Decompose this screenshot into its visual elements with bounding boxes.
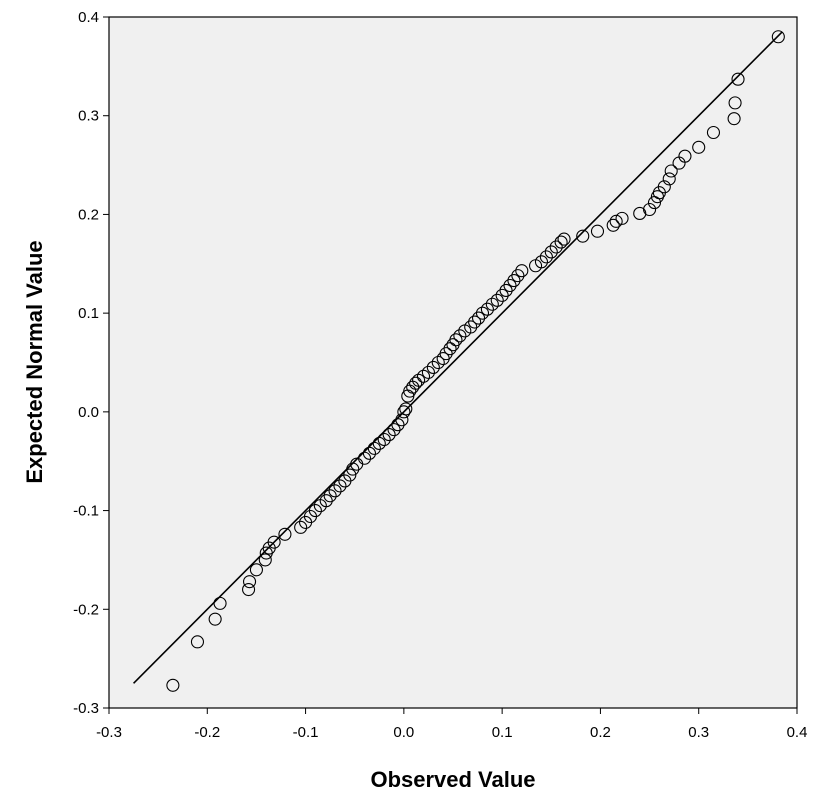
data-point-46 bbox=[439, 347, 453, 361]
y-tick-label: 0.1 bbox=[78, 305, 99, 322]
data-point-11 bbox=[278, 527, 292, 541]
data-point-0 bbox=[166, 678, 180, 692]
data-point-87 bbox=[692, 140, 706, 154]
data-point-86 bbox=[678, 149, 692, 163]
data-point-57 bbox=[485, 297, 499, 311]
data-point-59 bbox=[495, 288, 509, 302]
data-point-62 bbox=[507, 274, 521, 288]
data-point-84 bbox=[664, 164, 678, 178]
x-tick-label: -0.1 bbox=[293, 724, 319, 741]
data-point-67 bbox=[539, 250, 553, 264]
data-point-2 bbox=[208, 612, 222, 626]
data-point-78 bbox=[643, 202, 657, 217]
data-point-19 bbox=[328, 484, 342, 498]
data-point-53 bbox=[468, 315, 482, 329]
data-point-44 bbox=[431, 355, 445, 370]
data-points-layer bbox=[166, 30, 785, 692]
data-point-18 bbox=[323, 489, 337, 503]
data-point-70 bbox=[554, 235, 568, 249]
data-point-12 bbox=[294, 520, 308, 534]
data-point-66 bbox=[534, 255, 549, 269]
data-point-29 bbox=[377, 432, 391, 447]
data-point-15 bbox=[308, 504, 322, 518]
data-point-52 bbox=[464, 320, 478, 334]
data-point-55 bbox=[475, 306, 490, 320]
data-point-32 bbox=[391, 418, 405, 432]
data-point-71 bbox=[557, 232, 571, 246]
data-point-58 bbox=[490, 293, 504, 307]
data-point-42 bbox=[421, 365, 435, 379]
data-point-23 bbox=[346, 462, 360, 476]
data-point-49 bbox=[449, 333, 463, 347]
data-point-47 bbox=[443, 342, 457, 356]
data-point-92 bbox=[771, 30, 785, 44]
data-point-39 bbox=[409, 376, 423, 390]
data-point-27 bbox=[367, 441, 381, 455]
data-point-26 bbox=[362, 446, 377, 460]
x-axis-title: Observed Value bbox=[370, 767, 535, 792]
data-point-61 bbox=[503, 278, 517, 293]
data-point-50 bbox=[453, 329, 467, 343]
data-point-83 bbox=[662, 172, 676, 186]
y-tick-label: 0.2 bbox=[78, 206, 99, 223]
data-point-69 bbox=[549, 240, 563, 254]
data-point-30 bbox=[382, 428, 396, 442]
data-point-3 bbox=[213, 596, 227, 610]
y-tick-label: 0.0 bbox=[78, 404, 99, 421]
data-point-5 bbox=[242, 575, 257, 589]
y-tick-label: -0.2 bbox=[73, 601, 99, 618]
data-point-68 bbox=[544, 245, 558, 259]
data-point-88 bbox=[706, 125, 721, 140]
x-tick-label: 0.2 bbox=[590, 724, 611, 741]
x-tick-label: -0.2 bbox=[194, 724, 220, 741]
y-tick-label: -0.1 bbox=[73, 503, 99, 520]
data-point-56 bbox=[480, 302, 494, 316]
data-point-43 bbox=[426, 360, 440, 374]
x-tick-label: 0.3 bbox=[688, 724, 709, 741]
data-point-82 bbox=[657, 180, 671, 194]
data-point-75 bbox=[609, 214, 623, 228]
data-point-74 bbox=[606, 218, 620, 232]
data-point-28 bbox=[372, 436, 386, 450]
x-tick-label: 0.4 bbox=[787, 724, 808, 741]
data-point-41 bbox=[416, 369, 431, 383]
data-point-91 bbox=[731, 72, 745, 86]
data-point-35 bbox=[399, 402, 413, 416]
data-point-72 bbox=[576, 229, 590, 243]
reference-line bbox=[133, 31, 783, 684]
y-axis-title: Expected Normal Value bbox=[22, 240, 47, 483]
y-tick-label: 0.3 bbox=[78, 108, 99, 125]
reference-line-layer bbox=[133, 31, 783, 684]
x-axis: -0.3 -0.2 -0.1 0.0 0.1 0.2 0.3 0.4 bbox=[96, 708, 807, 741]
data-point-89 bbox=[727, 112, 741, 126]
data-point-20 bbox=[333, 479, 347, 493]
data-point-40 bbox=[412, 373, 426, 387]
data-point-1 bbox=[190, 635, 205, 649]
data-point-64 bbox=[515, 264, 529, 278]
data-point-6 bbox=[249, 563, 263, 577]
data-point-22 bbox=[343, 468, 357, 482]
data-point-4 bbox=[242, 582, 256, 597]
data-point-76 bbox=[615, 211, 629, 225]
data-point-63 bbox=[511, 269, 525, 283]
data-point-25 bbox=[357, 451, 372, 465]
data-point-90 bbox=[728, 96, 742, 110]
y-tick-label: -0.3 bbox=[73, 700, 99, 717]
x-tick-label: 0.1 bbox=[492, 724, 513, 741]
data-point-17 bbox=[319, 494, 333, 508]
data-point-10 bbox=[267, 535, 281, 549]
data-point-60 bbox=[499, 283, 513, 297]
data-point-34 bbox=[397, 405, 411, 419]
x-tick-label: 0.0 bbox=[393, 724, 414, 741]
data-point-31 bbox=[387, 423, 401, 437]
y-tick-label: 0.4 bbox=[78, 9, 99, 26]
data-point-7 bbox=[258, 553, 272, 567]
data-point-73 bbox=[590, 224, 605, 238]
x-tick-label: -0.3 bbox=[96, 724, 122, 741]
data-point-54 bbox=[472, 311, 486, 325]
y-axis: -0.3 -0.2 -0.1 0.0 0.1 0.2 0.3 0.4 bbox=[73, 9, 109, 717]
